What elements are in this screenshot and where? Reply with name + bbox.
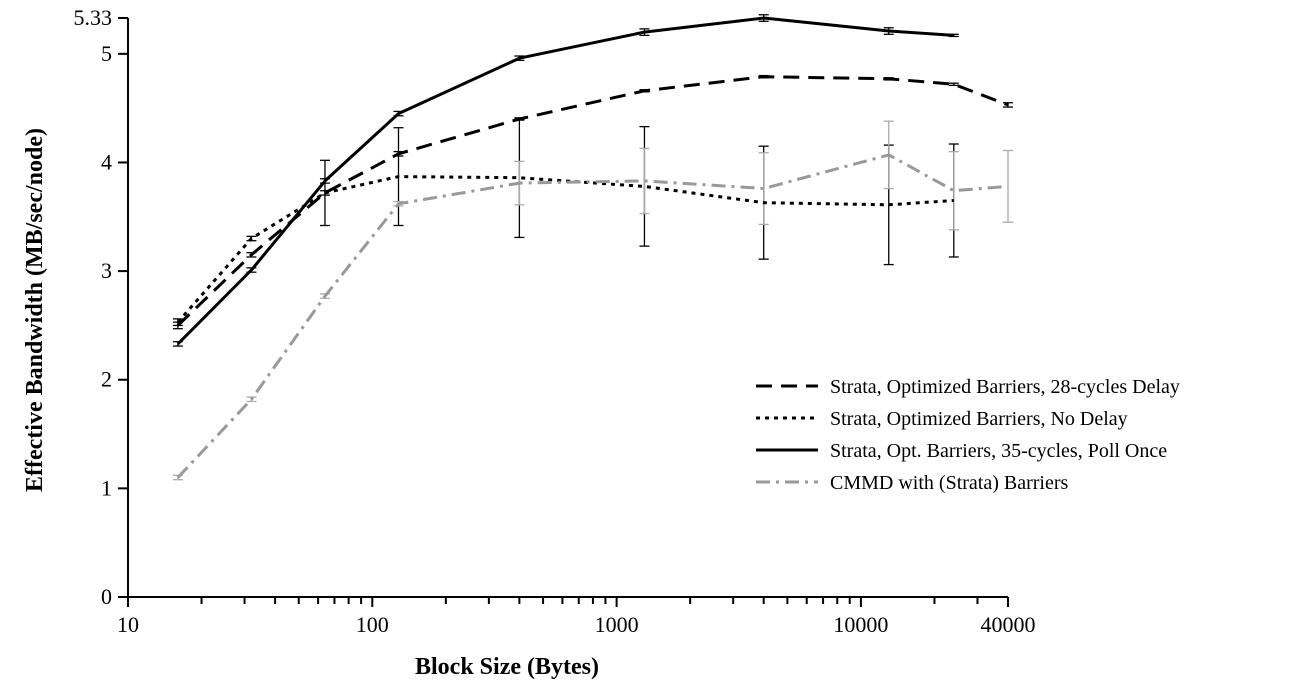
series-line bbox=[176, 75, 1009, 327]
y-tick-label: 3 bbox=[101, 258, 112, 283]
y-tick-label: 0 bbox=[101, 584, 112, 609]
y-axis-title: Effective Bandwidth (MB/sec/node) bbox=[22, 128, 48, 492]
tick-labels: 0 1 2 3 4 5 5.33 10 100 1000 10000 40000 bbox=[74, 5, 1036, 637]
x-tick-label: 40000 bbox=[981, 612, 1036, 637]
series-line bbox=[176, 16, 954, 345]
y-tick-label: 4 bbox=[101, 149, 112, 174]
y-tick-label: 5 bbox=[101, 41, 112, 66]
legend-label: Strata, Opt. Barriers, 35-cycles, Poll O… bbox=[830, 440, 1167, 462]
axes bbox=[127, 18, 1008, 598]
y-tick-label: 5.33 bbox=[74, 5, 113, 30]
y-tick-label: 1 bbox=[101, 475, 112, 500]
tick-marks bbox=[118, 17, 1009, 607]
series-line bbox=[176, 175, 954, 324]
legend-label: Strata, Optimized Barriers, No Delay bbox=[830, 408, 1128, 430]
legend-label: CMMD with (Strata) Barriers bbox=[830, 472, 1069, 494]
legend: Strata, Optimized Barriers, 28-cycles De… bbox=[756, 376, 1180, 494]
x-tick-label: 100 bbox=[356, 612, 389, 637]
y-tick-label: 2 bbox=[101, 367, 112, 392]
legend-label: Strata, Optimized Barriers, 28-cycles De… bbox=[830, 376, 1180, 398]
x-axis-title: Block Size (Bytes) bbox=[415, 654, 599, 680]
series-lines bbox=[176, 16, 1009, 479]
x-tick-label: 1000 bbox=[595, 612, 639, 637]
x-tick-label: 10000 bbox=[833, 612, 888, 637]
x-tick-label: 10 bbox=[117, 612, 139, 637]
